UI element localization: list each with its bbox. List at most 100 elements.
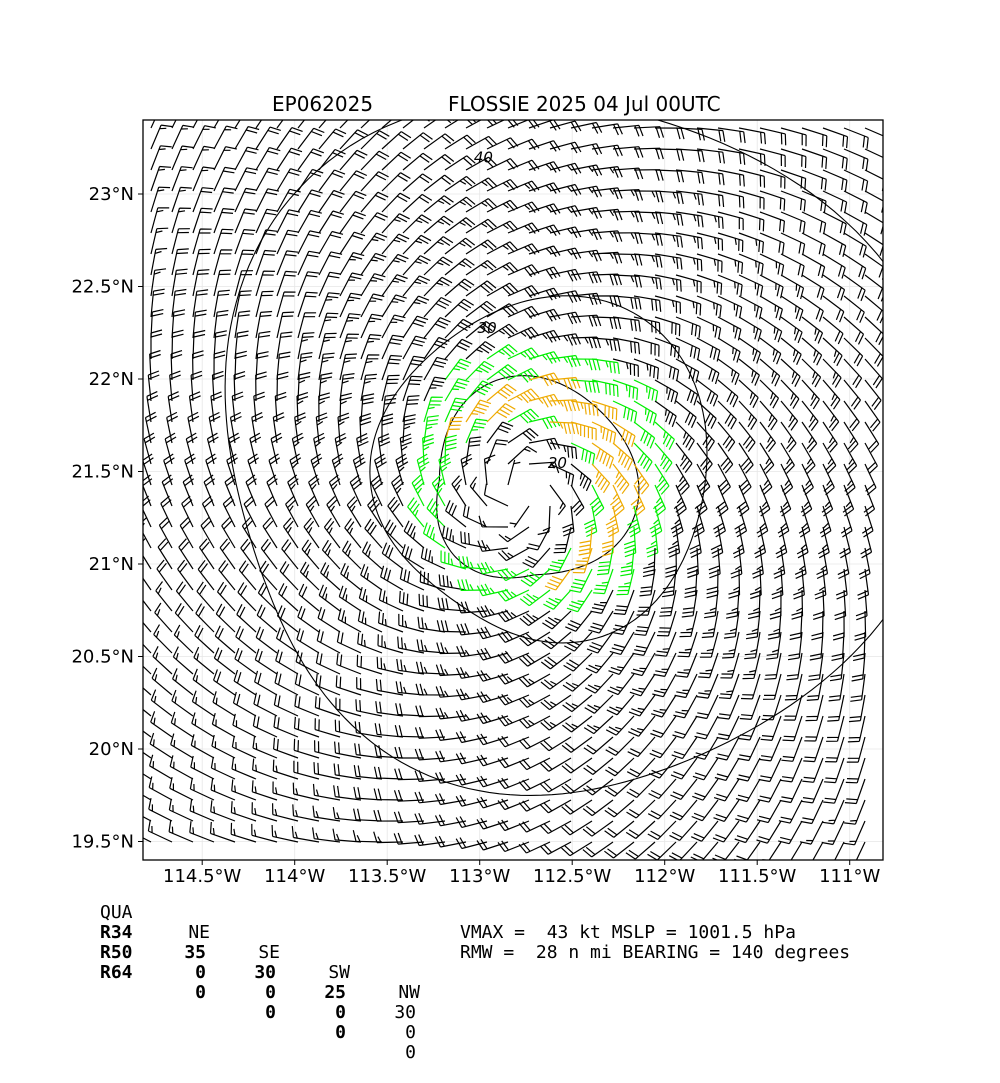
wind-barb [213,647,236,675]
wind-barb [271,824,299,843]
r50-ne: 0 [195,962,206,983]
wind-barb [486,199,519,213]
wind-barb [174,602,194,633]
wind-barb [717,190,745,209]
wind-barb [779,778,803,804]
wind-barb [846,736,866,763]
wind-barb [166,411,178,444]
wind-barb [633,232,663,246]
wind-barb [639,568,656,597]
wind-barb [850,673,866,702]
wind-barb [780,211,806,234]
wind-barb [168,798,194,822]
wind-barb [848,694,866,723]
wind-barb [562,505,575,537]
wind-barb [822,463,835,496]
wind-barb [245,474,257,507]
wind-barb [570,164,603,177]
wind-barb [601,526,614,557]
wind-barb [192,125,216,150]
wind-barb [143,730,152,738]
wind-barb [612,316,641,332]
wind-barb [647,799,677,820]
wind-barb [440,550,467,570]
r50-se: 0 [265,982,276,1003]
wind-barb [696,253,723,273]
wind-barb [518,736,551,750]
y-axis-ticks: 19.5°N 20°N 20.5°N 21°N 21.5°N 22°N 22.5°N 23°N [71,184,143,853]
wind-barb [759,358,781,387]
wind-barb [745,610,761,640]
wind-barb [234,126,260,150]
wind-barb [717,232,744,253]
wind-barb [626,757,656,778]
wind-barb [642,547,656,578]
wind-barb [414,748,446,761]
wind-barb [275,627,299,654]
wind-barb [213,125,238,150]
wind-barb [381,131,412,150]
wind-barb [541,631,572,650]
wind-barb [822,169,848,192]
wind-barb [161,474,174,507]
wind-barb [283,517,299,549]
wind-barb [822,232,847,257]
wind-barb [591,251,623,264]
wind-barb [402,295,430,318]
wind-barb [675,253,703,272]
x-tick-label: 113.5°W [348,866,427,887]
wind-barb [549,354,581,368]
wind-barb [591,463,611,494]
wind-barb [783,694,803,721]
wind-barb [698,652,719,679]
wind-barb [231,779,257,801]
wind-barb [822,400,840,432]
wind-barb [318,128,347,150]
wind-barb [213,228,234,255]
wind-barb [192,228,212,255]
wind-barb [801,463,814,496]
wind-barb [843,253,867,280]
table-row-r34: R34 35 30 25 30 [100,903,416,1023]
wind-barb [528,287,561,301]
wind-barb [798,505,811,538]
wind-barb [822,358,842,388]
wind-barb [395,703,425,717]
y-tick-label: 23°N [89,184,134,205]
wind-barb [415,705,446,718]
wind-barbs [143,120,883,860]
wind-barb [251,780,278,801]
wind-barb [143,708,152,717]
wind-barb [381,542,404,570]
wind-barb [168,820,194,843]
wind-barb [801,169,827,191]
wind-barb [192,668,215,696]
wind-barb [831,631,845,661]
wind-barb [444,318,474,339]
wind-barb [670,778,698,800]
wind-barb [230,801,257,822]
wind-barb [143,495,152,528]
r34-nw: 30 [394,1002,416,1023]
wind-barb [675,169,705,184]
wind-barb [143,538,152,570]
wind-barb [393,789,425,802]
wind-barb [191,712,215,738]
wind-barb [612,295,642,310]
wind-barb [672,715,698,739]
wind-barb [417,616,446,633]
wind-barb [328,474,341,507]
wind-barb [822,211,847,236]
wind-barb [213,120,220,129]
wind-barb [315,673,341,696]
wind-barb [596,547,614,576]
wind-barb [234,187,258,213]
wind-barb [673,694,698,719]
wind-barb [415,683,446,696]
wind-barb [465,198,497,213]
wind-barb [759,253,785,277]
wind-barb [476,626,509,640]
wind-barb [444,278,475,297]
wind-barb [444,155,476,171]
wind-barb [354,721,383,738]
